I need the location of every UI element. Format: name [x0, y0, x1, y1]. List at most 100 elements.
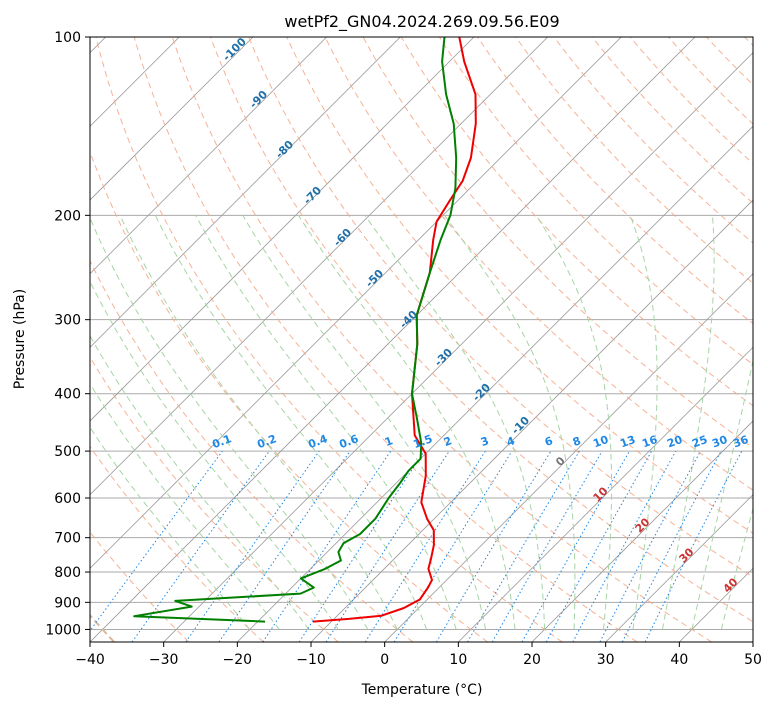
mixing-ratio-13 [521, 450, 630, 642]
moist-adiabat--20 [90, 426, 251, 630]
y-tick-label: 500 [54, 444, 81, 460]
mixing-ratio-label: 25 [690, 433, 709, 450]
dry-adiabat-100 [400, 37, 753, 407]
plot-frame [89, 36, 754, 643]
mixing-ratio-1 [262, 450, 392, 642]
mixing-ratio-label: 3 [479, 434, 491, 449]
x-tick-label: 0 [380, 652, 389, 668]
moist-adiabat-32 [629, 215, 658, 630]
isotherm-20 [531, 420, 753, 642]
mixing-ratio-label: 36 [731, 433, 750, 451]
mixing-ratio-label: 8 [571, 434, 583, 449]
isotherm-30 [605, 494, 753, 642]
mixing-ratio-2 [325, 450, 450, 642]
moist-adiabat--4 [90, 216, 369, 630]
isotherm--20 [237, 125, 753, 642]
dry-adiabat-50 [210, 37, 753, 623]
dry-adiabat--20 [90, 445, 264, 642]
dry-adiabat-130 [515, 37, 753, 284]
x-tick-label: 10 [449, 652, 467, 668]
moist-adiabat-36 [661, 215, 715, 630]
x-tick-label: 30 [597, 652, 615, 668]
grid-layer [90, 37, 753, 642]
moist-adiabat-40 [691, 358, 753, 630]
axis-layer: −40 −30 −20 −10 0 10 20 30 40 50 1000 900 800 700 600 5… [45, 30, 762, 668]
y-axis-label: Pressure (hPa) [12, 289, 28, 389]
dry-adiabat-160 [629, 37, 753, 165]
y-tick-label: 300 [54, 313, 81, 329]
series-layer [133, 37, 477, 623]
moist-adiabat-8 [195, 215, 457, 630]
dry-adiabat-80 [324, 37, 753, 491]
x-tick-label: −40 [75, 652, 105, 668]
x-tick-label: 40 [670, 652, 688, 668]
dry-adiabat-40 [171, 37, 712, 642]
moist-adiabat--16 [90, 382, 280, 630]
isotherm--50 [90, 37, 622, 569]
y-tick-label: 700 [54, 531, 81, 547]
x-tick-label: −30 [149, 652, 179, 668]
mixing-ratio-label: 4 [505, 434, 517, 449]
mixing-ratio-label: 20 [665, 433, 684, 451]
dewpoint-profile-line [133, 37, 458, 623]
mixing-ratio-label: 6 [543, 434, 555, 449]
moist-adiabat-28 [535, 215, 613, 630]
temperature-profile-line [312, 37, 477, 623]
dry-adiabat-30 [133, 37, 638, 642]
mixing-ratio-1.5 [298, 450, 425, 642]
mixing-ratio-label: 1.5 [411, 432, 434, 451]
x-tick-label: 20 [523, 652, 541, 668]
x-tick-label: −10 [296, 652, 326, 668]
dry-adiabat-60 [248, 37, 753, 578]
moist-adiabat-12 [242, 215, 487, 630]
mixing-ratio-label: 0.1 [210, 432, 233, 451]
mixing-ratio-0.2 [131, 450, 270, 642]
isotherm--60 [90, 37, 548, 496]
y-tick-label: 200 [54, 208, 81, 224]
y-tick-label: 900 [54, 595, 81, 611]
dry-adiabat-120 [477, 37, 753, 325]
x-tick-label: −20 [223, 652, 253, 668]
y-tick-label: 800 [54, 565, 81, 581]
dry-adiabat-90 [362, 37, 753, 449]
isotherm--40 [90, 37, 696, 642]
isotherm--70 [90, 37, 475, 422]
mixing-ratio-label: 13 [618, 433, 637, 450]
isotherm--30 [163, 52, 753, 642]
isotherm--90 [90, 37, 327, 275]
mixing-ratio-36 [644, 450, 743, 642]
mixing-ratio-4 [393, 450, 513, 642]
y-tick-label: 600 [54, 491, 81, 507]
moist-adiabat-16 [297, 215, 516, 630]
mixing-ratio-label: 0.2 [255, 432, 278, 451]
moist-adiabat-24 [444, 215, 576, 630]
x-tick-label: 50 [744, 652, 762, 668]
mixing-ratio-16 [545, 450, 653, 642]
mixing-ratio-label: 0.4 [306, 432, 329, 451]
isotherm--100 [90, 37, 254, 201]
mixing-ratio-label: 16 [640, 433, 659, 451]
dry-adiabat-0 [90, 259, 414, 642]
mixing-ratio-label: 0.6 [337, 432, 360, 451]
isotherm-0 [384, 273, 753, 642]
mixing-ratio-label: 2 [442, 434, 454, 449]
mixing-ratio-0.6 [218, 450, 351, 642]
dry-adiabat-20 [95, 37, 563, 642]
chart-title: wetPf2_GN04.2024.269.09.56.E09 [284, 12, 559, 32]
isotherm--80 [90, 37, 401, 348]
mixing-ratio-label: 30 [710, 433, 729, 451]
x-axis-label: Temperature (°C) [361, 682, 483, 698]
y-tick-label: 100 [54, 30, 81, 46]
moist-adiabat-20 [364, 215, 546, 630]
dry-adiabat-150 [591, 37, 753, 204]
mixing-ratio-label: 10 [591, 433, 610, 451]
mixing-ratio-20 [572, 450, 677, 642]
moist-adiabat--12 [90, 334, 310, 630]
y-tick-label: 400 [54, 387, 81, 403]
moist-adiabat-0 [119, 215, 398, 630]
isotherm-10 [458, 346, 753, 642]
y-tick-label: 1000 [45, 622, 81, 638]
moist-adiabat--8 [90, 280, 339, 630]
